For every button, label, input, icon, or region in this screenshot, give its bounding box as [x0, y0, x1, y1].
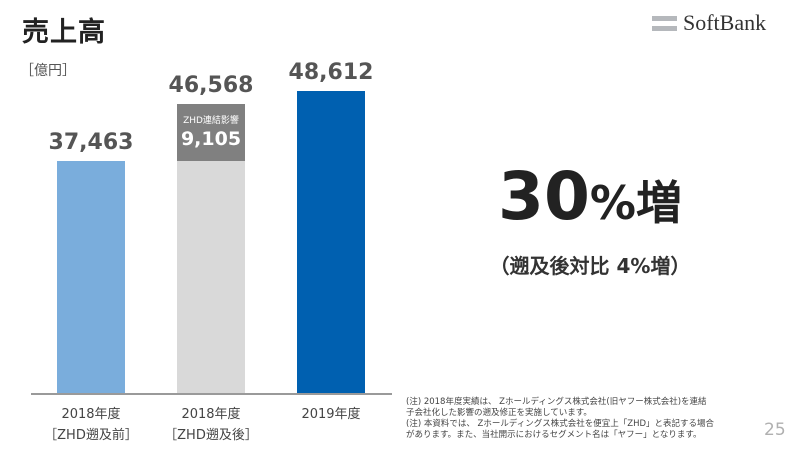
- growth-subtext: （遡及後対比 4%増）: [489, 254, 691, 278]
- x-label-line1: 2018年度: [181, 407, 241, 422]
- segment-label: ZHD連結影響: [183, 116, 239, 126]
- bar-2018-after-base: [177, 161, 245, 393]
- footnote-line: (注) 本資料では、 Zホールディングス株式会社を便宜上「ZHD」と表記する場合: [406, 419, 715, 429]
- bar-2018-before: [57, 161, 125, 393]
- bar-value-2018-before: 37,463: [48, 130, 134, 155]
- x-label-2019: 2019年度: [271, 404, 391, 425]
- softbank-logo: SoftBank: [652, 10, 766, 36]
- footnote-line: (注) 2018年度実績は、 Zホールディングス株式会社(旧ヤフー株式会社)を連…: [406, 397, 707, 407]
- bar-value-2019: 48,612: [288, 60, 374, 85]
- x-label-line1: 2019年度: [301, 407, 361, 422]
- logo-bars-icon: [652, 15, 677, 31]
- x-label-line2: ［ZHD遡及後］: [164, 428, 258, 443]
- footnote-line: 子会社化した影響の遡及修正を実施しています。: [406, 408, 592, 418]
- bar-segment-zhd: ZHD連結影響 9,105: [177, 104, 245, 161]
- x-label-2018-after: 2018年度 ［ZHD遡及後］: [151, 404, 271, 446]
- x-axis-line: [31, 393, 392, 395]
- page-title: 売上高: [22, 17, 106, 48]
- growth-highlight: 30%増: [470, 158, 710, 235]
- x-label-line2: ［ZHD遡及前］: [44, 428, 138, 443]
- x-label-line1: 2018年度: [61, 407, 121, 422]
- bar-2019: [297, 91, 365, 393]
- footnotes: (注) 2018年度実績は、 Zホールディングス株式会社(旧ヤフー株式会社)を連…: [406, 397, 761, 441]
- footnote-line: があります。また、当社開示におけるセグメント名は「ヤフー」となります。: [406, 430, 702, 440]
- page-number: 25: [764, 420, 786, 440]
- segment-value: 9,105: [180, 128, 242, 150]
- logo-text: SoftBank: [683, 10, 767, 35]
- growth-number: 30: [498, 158, 590, 235]
- bar-value-2018-after: 46,568: [168, 73, 254, 98]
- unit-label: ［億円］: [20, 63, 76, 79]
- growth-suffix: 増: [635, 176, 682, 230]
- x-label-2018-before: 2018年度 ［ZHD遡及前］: [31, 404, 151, 446]
- growth-percent-sign: %: [589, 176, 636, 230]
